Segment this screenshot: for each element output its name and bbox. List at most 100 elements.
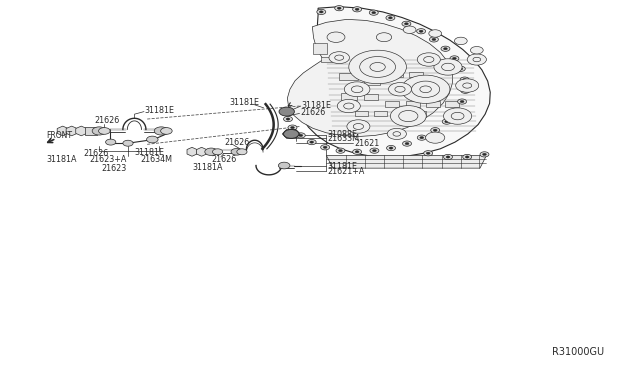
Circle shape — [424, 151, 433, 156]
Circle shape — [404, 23, 408, 25]
Bar — [413, 111, 426, 116]
Text: 21626: 21626 — [95, 116, 120, 125]
Bar — [365, 78, 380, 85]
Circle shape — [426, 132, 445, 143]
Text: 31181E: 31181E — [134, 148, 164, 157]
Circle shape — [444, 154, 452, 160]
Circle shape — [291, 126, 294, 129]
Text: 31181E: 31181E — [301, 101, 332, 110]
Circle shape — [441, 46, 450, 51]
Text: 21626: 21626 — [300, 108, 325, 117]
Circle shape — [444, 108, 472, 124]
Circle shape — [412, 81, 440, 97]
Circle shape — [335, 55, 344, 60]
Circle shape — [351, 86, 363, 93]
Text: 31181E: 31181E — [327, 162, 357, 171]
Circle shape — [402, 21, 411, 26]
Circle shape — [429, 37, 438, 42]
Circle shape — [231, 148, 243, 155]
Circle shape — [386, 15, 395, 20]
Circle shape — [480, 152, 489, 157]
Circle shape — [389, 147, 393, 149]
Bar — [364, 94, 378, 100]
Circle shape — [205, 148, 218, 155]
Text: 31181A: 31181A — [46, 155, 77, 164]
Circle shape — [92, 127, 106, 135]
Circle shape — [369, 10, 378, 15]
Polygon shape — [66, 126, 77, 136]
Circle shape — [370, 62, 385, 71]
Circle shape — [463, 90, 467, 92]
Circle shape — [370, 148, 379, 153]
Circle shape — [296, 133, 305, 138]
Polygon shape — [287, 19, 452, 137]
Circle shape — [353, 149, 362, 154]
Circle shape — [372, 150, 376, 152]
Bar — [313, 43, 327, 54]
Circle shape — [426, 152, 430, 154]
Circle shape — [403, 26, 416, 33]
Circle shape — [459, 68, 463, 70]
Circle shape — [434, 59, 462, 75]
Bar — [321, 57, 332, 62]
Polygon shape — [196, 147, 207, 156]
Text: 21634M: 21634M — [141, 155, 173, 164]
Circle shape — [417, 135, 426, 140]
Circle shape — [445, 121, 449, 123]
Circle shape — [319, 11, 323, 13]
Text: 31181E: 31181E — [144, 106, 174, 115]
Circle shape — [451, 109, 460, 115]
Polygon shape — [300, 7, 490, 157]
Circle shape — [288, 125, 297, 130]
Circle shape — [442, 63, 454, 71]
Circle shape — [123, 140, 133, 146]
Circle shape — [353, 124, 364, 129]
Circle shape — [467, 54, 486, 65]
Circle shape — [424, 57, 434, 62]
Circle shape — [446, 156, 450, 158]
Circle shape — [429, 30, 442, 37]
Circle shape — [336, 148, 345, 153]
Circle shape — [329, 52, 349, 64]
Bar — [388, 71, 403, 77]
Text: 21626: 21626 — [83, 149, 108, 158]
Text: 21621+A: 21621+A — [327, 167, 364, 176]
Circle shape — [465, 156, 469, 158]
Circle shape — [483, 153, 486, 155]
Circle shape — [433, 129, 437, 131]
Bar — [426, 102, 440, 107]
Text: FRONT: FRONT — [46, 131, 72, 140]
Circle shape — [463, 83, 472, 88]
Text: 21623: 21623 — [101, 164, 126, 173]
Circle shape — [360, 57, 396, 77]
Circle shape — [337, 7, 341, 9]
Circle shape — [399, 110, 418, 122]
Circle shape — [344, 103, 354, 109]
Text: R31000GU: R31000GU — [552, 347, 604, 356]
Circle shape — [451, 112, 464, 120]
Circle shape — [237, 149, 247, 155]
Bar — [445, 102, 459, 107]
Circle shape — [393, 132, 401, 136]
Circle shape — [154, 127, 168, 135]
Polygon shape — [187, 147, 197, 156]
Circle shape — [327, 32, 345, 42]
Circle shape — [355, 8, 359, 10]
Circle shape — [344, 82, 370, 97]
Circle shape — [390, 106, 426, 126]
Circle shape — [388, 17, 392, 19]
Circle shape — [335, 6, 344, 11]
Circle shape — [405, 142, 409, 145]
Circle shape — [376, 33, 392, 42]
Circle shape — [347, 120, 370, 133]
Circle shape — [388, 83, 412, 96]
Circle shape — [387, 128, 406, 140]
Circle shape — [339, 150, 342, 152]
Circle shape — [463, 78, 467, 81]
Circle shape — [284, 116, 292, 122]
Circle shape — [349, 50, 406, 84]
Circle shape — [420, 137, 424, 139]
Circle shape — [454, 37, 467, 45]
Bar — [374, 111, 387, 116]
Polygon shape — [76, 126, 87, 136]
